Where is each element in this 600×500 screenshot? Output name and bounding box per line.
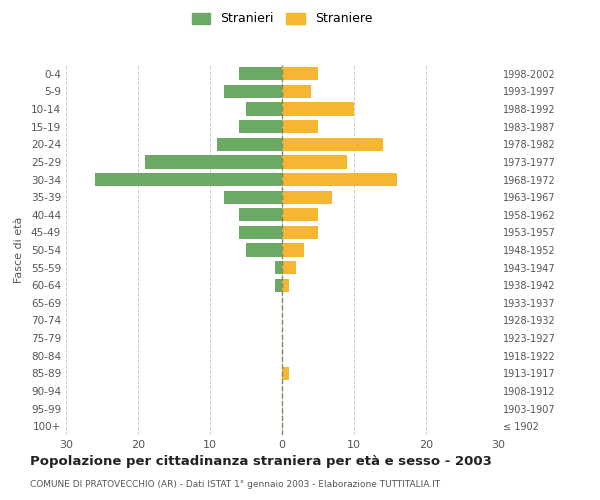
Text: Popolazione per cittadinanza straniera per età e sesso - 2003: Popolazione per cittadinanza straniera p… — [30, 455, 492, 468]
Bar — [275, 261, 282, 274]
Bar — [282, 208, 318, 222]
Bar — [282, 366, 289, 380]
Text: COMUNE DI PRATOVECCHIO (AR) - Dati ISTAT 1° gennaio 2003 - Elaborazione TUTTITAL: COMUNE DI PRATOVECCHIO (AR) - Dati ISTAT… — [30, 480, 440, 489]
Y-axis label: Fasce di età: Fasce di età — [14, 217, 24, 283]
Bar — [282, 244, 304, 256]
Bar — [282, 138, 383, 151]
Bar — [282, 120, 318, 134]
Legend: Stranieri, Straniere: Stranieri, Straniere — [188, 8, 376, 29]
Bar — [217, 138, 282, 151]
Bar — [239, 208, 282, 222]
Bar — [282, 261, 296, 274]
Bar — [145, 156, 282, 168]
Bar — [239, 67, 282, 80]
Bar — [282, 156, 347, 168]
Bar — [95, 173, 282, 186]
Bar — [275, 278, 282, 292]
Bar — [282, 102, 354, 116]
Bar — [282, 278, 289, 292]
Bar — [282, 226, 318, 239]
Bar — [239, 226, 282, 239]
Bar — [239, 120, 282, 134]
Bar — [224, 85, 282, 98]
Bar — [246, 102, 282, 116]
Bar — [282, 173, 397, 186]
Bar — [282, 190, 332, 204]
Bar — [282, 67, 318, 80]
Bar — [224, 190, 282, 204]
Bar — [282, 85, 311, 98]
Bar — [246, 244, 282, 256]
